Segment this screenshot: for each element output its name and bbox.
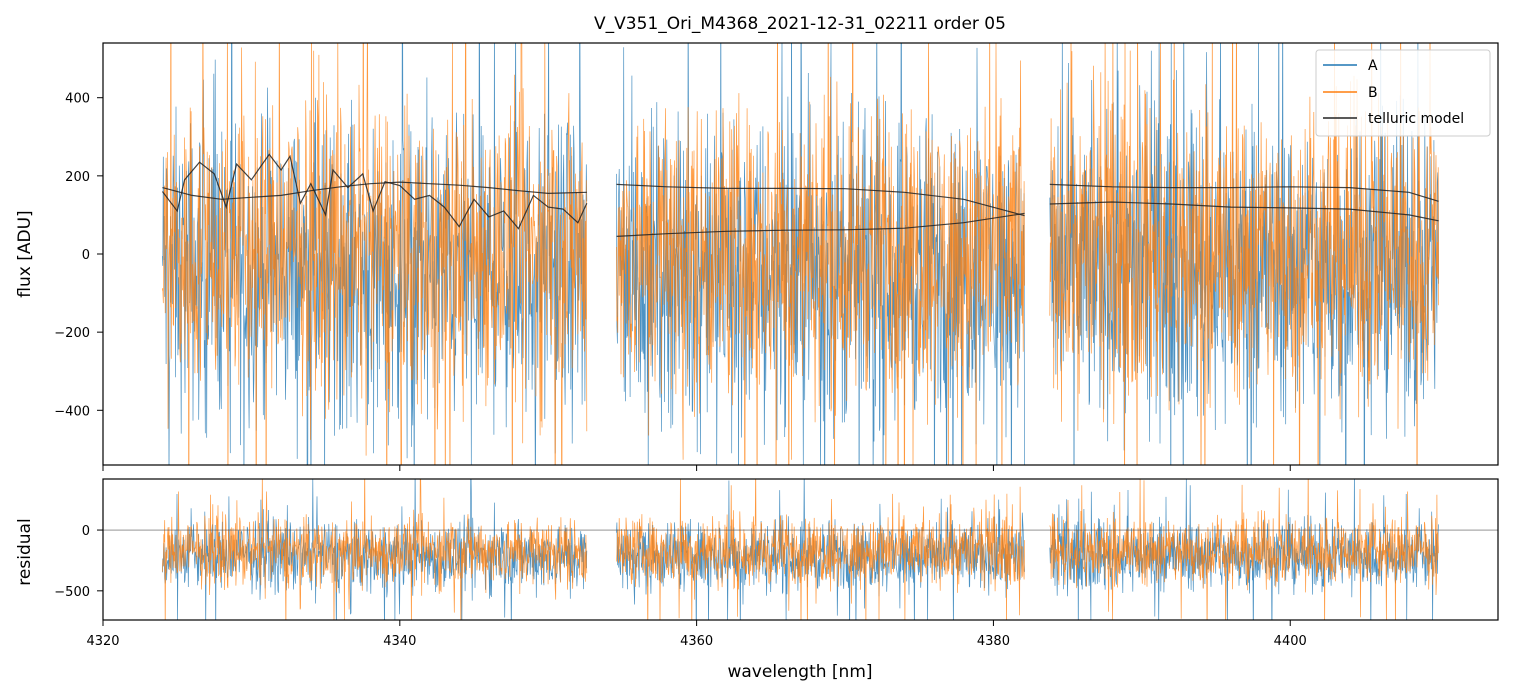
x-tick-label: 4340: [383, 634, 416, 649]
main-y-tick-label: 0: [82, 248, 90, 263]
legend[interactable]: A B telluric model: [1315, 49, 1491, 137]
residual-y-ticks: −500 0: [54, 524, 103, 600]
series-b-segment-1: [616, 479, 1025, 620]
residual-panel: −500 0 4320 4340 4360 4380 4400 residual wave…: [15, 478, 1499, 682]
residual-y-tick-label: 0: [82, 524, 90, 539]
x-tick-label: 4400: [1274, 634, 1307, 649]
main-y-tick-label: −400: [54, 404, 90, 419]
main-y-tick-label: −200: [54, 326, 90, 341]
residual-y-tick-label: −500: [54, 585, 90, 600]
x-axis-label: wavelength [nm]: [727, 662, 872, 682]
series-b-segment-1: [616, 43, 1025, 465]
legend-box: [1315, 49, 1491, 137]
x-tick-label: 4320: [86, 634, 119, 649]
telluric-model-line-5: [1049, 201, 1439, 222]
series-a-segment-1: [616, 479, 1025, 620]
x-tick-label: 4360: [680, 634, 713, 649]
series-b-segment-2: [1049, 479, 1439, 620]
main-panel: −400 −200 0 200 400 flux [ADU] A B telluric …: [15, 42, 1499, 471]
series-a-segment-1: [616, 43, 1025, 465]
legend-label-a: A: [1368, 58, 1378, 74]
telluric-model-line-2: [616, 183, 1025, 217]
main-y-tick-label: 400: [65, 92, 90, 107]
telluric-model-line-3: [616, 212, 1025, 237]
series-b-segment-0: [162, 479, 588, 620]
main-y-tick-label: 200: [65, 170, 90, 185]
telluric-model-line-4: [1049, 183, 1439, 202]
residual-plot-area: [103, 479, 1498, 620]
series-b-segment-0: [162, 43, 588, 465]
series-b-segment-2: [1049, 43, 1439, 465]
residual-y-axis-label: residual: [15, 518, 35, 585]
legend-label-b: B: [1368, 85, 1378, 101]
telluric-model-line-0: [162, 181, 587, 200]
x-tick-label: 4380: [977, 634, 1010, 649]
residual-x-ticks: 4320 4340 4360 4380 4400: [86, 620, 1307, 649]
main-plot-area: [161, 43, 1439, 465]
main-y-ticks: −400 −200 0 200 400: [54, 92, 103, 419]
residual-axes-frame: [102, 478, 1499, 621]
chart-title: V_V351_Ori_M4368_2021-12-31_02211 order …: [594, 14, 1006, 34]
main-x-ticks: [102, 465, 1291, 471]
legend-label-telluric: telluric model: [1368, 111, 1464, 127]
main-y-axis-label: flux [ADU]: [15, 210, 35, 297]
telluric-model-line-1: [161, 153, 588, 230]
